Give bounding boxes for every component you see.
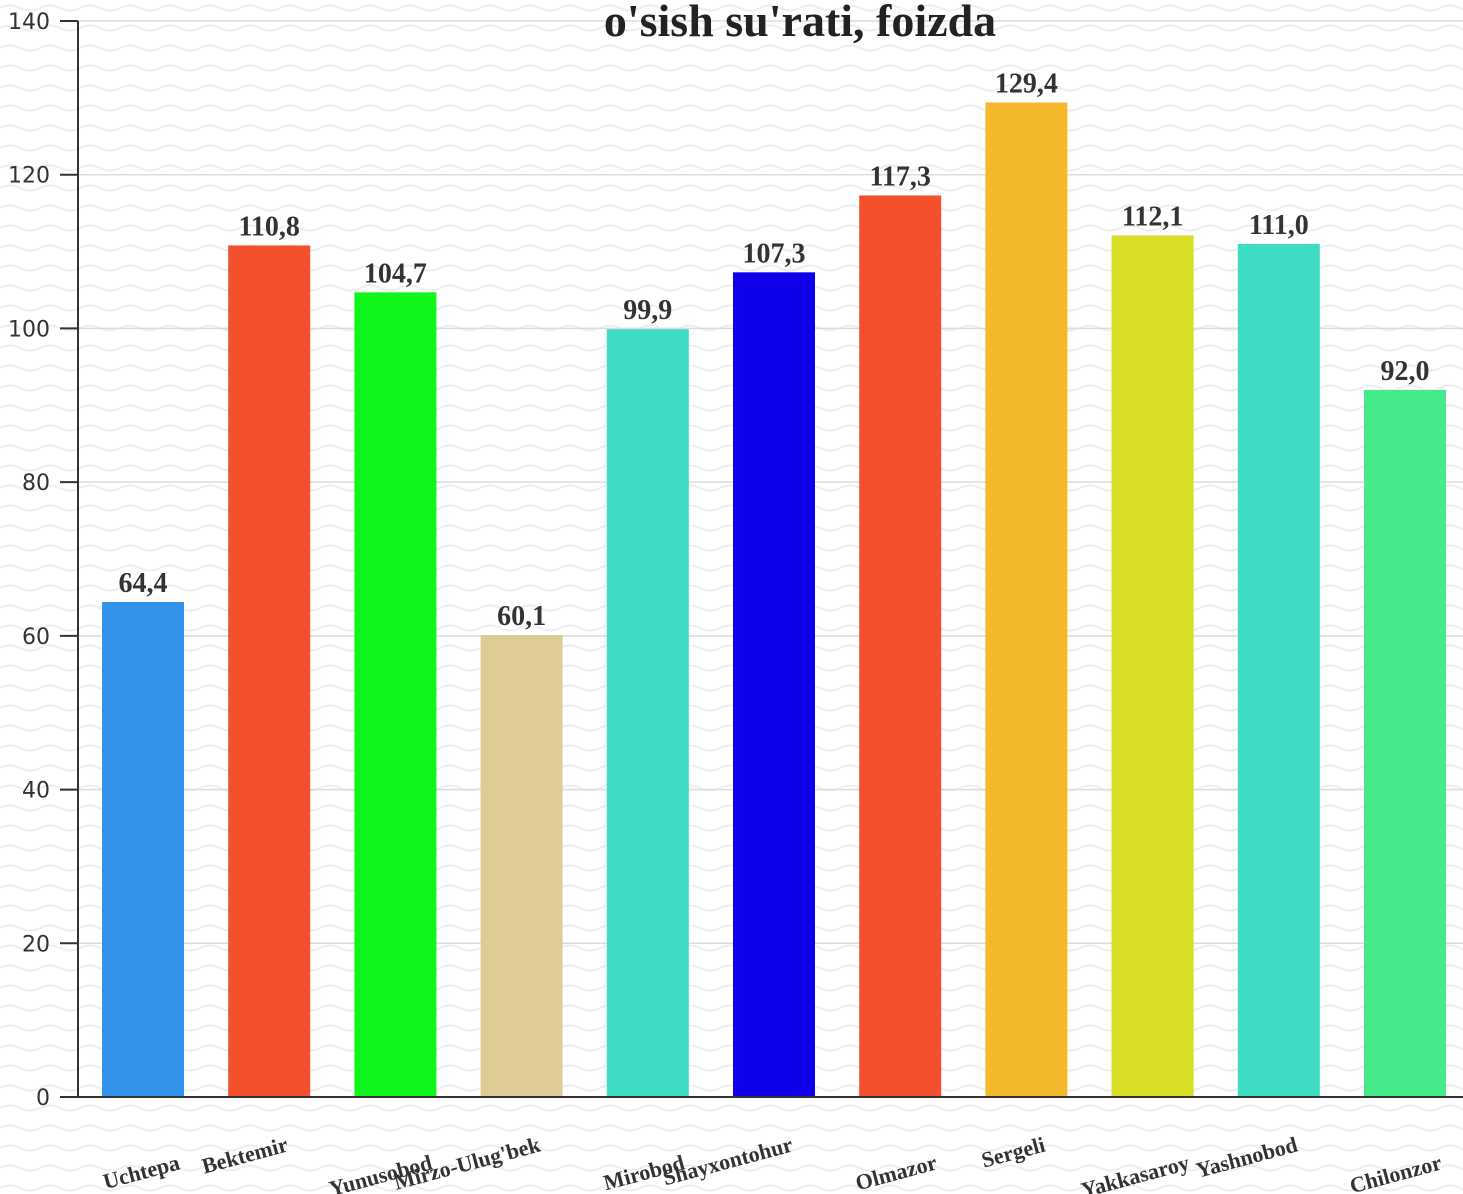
wave-line — [0, 1144, 1463, 1152]
bar — [859, 195, 942, 1098]
wave-line — [0, 124, 1463, 132]
wave-line — [0, 104, 1463, 112]
wave-line — [0, 144, 1463, 152]
wave-line — [0, 1124, 1463, 1132]
y-tick-label: 40 — [22, 779, 50, 804]
y-tick-label: 120 — [8, 164, 50, 189]
value-label: 111,0 — [1249, 210, 1309, 241]
bar — [733, 272, 815, 1097]
y-tick-label: 100 — [8, 317, 50, 342]
wave-line — [0, 164, 1463, 172]
value-label: 104,7 — [364, 258, 427, 289]
wave-line — [0, 64, 1463, 72]
chart-title: o'sish su'rati, foizda — [604, 0, 996, 46]
value-label: 112,1 — [1122, 201, 1183, 232]
value-labels-group: 64,4 110,8 104,7 60,1 99,9 107,3 117,3 129,4 112… — [119, 68, 1430, 632]
y-tick-label: 80 — [22, 471, 50, 496]
value-label: 60,1 — [497, 601, 546, 632]
y-tick-label: 140 — [8, 10, 50, 35]
bar — [985, 102, 1068, 1098]
wave-line — [0, 184, 1463, 192]
bar — [354, 292, 437, 1097]
value-label: 92,0 — [1381, 356, 1430, 387]
value-label: 64,4 — [119, 568, 168, 599]
value-label: 110,8 — [238, 211, 299, 242]
y-tick-label: 60 — [22, 625, 50, 650]
value-label: 129,4 — [995, 68, 1058, 99]
wave-line — [0, 1164, 1463, 1172]
wave-line — [0, 1184, 1463, 1192]
bar — [102, 602, 184, 1097]
bars-group — [102, 102, 1446, 1098]
y-ticks-group: 0 20 40 60 80 100 120 140 — [8, 10, 78, 1111]
value-label: 99,9 — [623, 295, 672, 326]
bar — [480, 635, 563, 1097]
wave-pattern — [0, 4, 1463, 1192]
wave-line — [0, 24, 1463, 32]
value-label: 107,3 — [743, 238, 806, 269]
wave-line — [0, 4, 1463, 12]
axes-group — [77, 21, 1463, 1098]
wave-line — [0, 204, 1463, 212]
y-tick-label: 0 — [36, 1086, 50, 1111]
bar — [1364, 389, 1446, 1097]
bar — [1237, 243, 1320, 1097]
bar — [1111, 235, 1194, 1098]
wave-line — [0, 1104, 1463, 1112]
value-label: 117,3 — [869, 161, 930, 192]
wave-line — [0, 84, 1463, 92]
y-tick-label: 20 — [22, 932, 50, 957]
bar — [228, 245, 311, 1097]
wave-line — [0, 44, 1463, 52]
bar — [606, 329, 689, 1097]
wave-line — [0, 224, 1463, 232]
